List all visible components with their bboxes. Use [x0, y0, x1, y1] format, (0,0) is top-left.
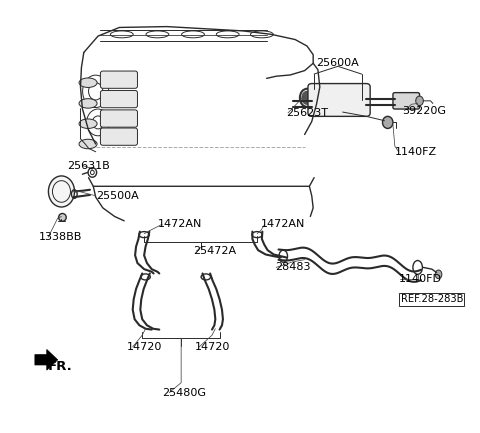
Polygon shape	[35, 349, 58, 370]
Text: 25623T: 25623T	[286, 108, 328, 118]
Ellipse shape	[383, 116, 393, 129]
Text: 25500A: 25500A	[96, 191, 138, 201]
Ellipse shape	[416, 96, 423, 106]
Text: 1472AN: 1472AN	[261, 219, 305, 229]
Text: 25631B: 25631B	[67, 161, 110, 171]
FancyBboxPatch shape	[100, 71, 137, 88]
Text: REF.28-283B: REF.28-283B	[400, 294, 463, 304]
Text: 1140FZ: 1140FZ	[395, 147, 437, 157]
Text: 14720: 14720	[127, 342, 162, 352]
Text: FR.: FR.	[48, 360, 73, 373]
Ellipse shape	[79, 99, 97, 108]
Text: 25472A: 25472A	[193, 246, 236, 256]
Ellipse shape	[301, 90, 312, 105]
Text: 1338BB: 1338BB	[39, 232, 82, 242]
Text: 39220G: 39220G	[402, 106, 446, 116]
Ellipse shape	[79, 78, 97, 87]
Text: 1140FD: 1140FD	[399, 274, 442, 284]
FancyBboxPatch shape	[100, 128, 137, 145]
Ellipse shape	[79, 139, 97, 149]
Ellipse shape	[79, 119, 97, 129]
Ellipse shape	[435, 270, 442, 279]
FancyBboxPatch shape	[393, 93, 420, 109]
FancyBboxPatch shape	[100, 110, 137, 127]
Text: 25480G: 25480G	[162, 388, 206, 397]
Text: 25600A: 25600A	[316, 58, 359, 68]
FancyBboxPatch shape	[308, 84, 370, 116]
Text: 14720: 14720	[194, 342, 230, 352]
Text: 28483: 28483	[275, 262, 311, 272]
Ellipse shape	[48, 176, 74, 207]
Text: 1472AN: 1472AN	[157, 219, 202, 229]
FancyBboxPatch shape	[100, 90, 137, 108]
Ellipse shape	[59, 213, 66, 221]
